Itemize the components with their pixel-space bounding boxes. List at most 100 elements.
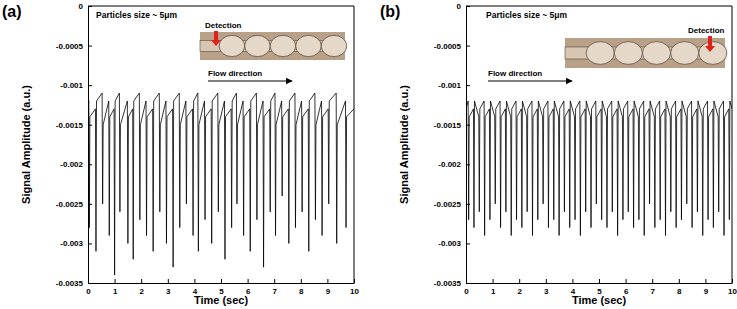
y-tick-label: -0.0035 — [434, 279, 462, 288]
x-tick-label: 0 — [86, 287, 91, 296]
inset-droplet — [296, 35, 322, 56]
y-tick-label: -0.002 — [60, 160, 83, 169]
y-tick: 0 — [79, 2, 92, 11]
x-tick-label: 2 — [517, 287, 522, 296]
annotation: Detection — [688, 26, 725, 35]
inset-droplet — [642, 42, 670, 65]
panel: 0123456789100-0.0005-0.001-0.0015-0.002-… — [380, 2, 737, 306]
y-tick-label: -0.0015 — [434, 121, 462, 130]
x-axis-title: Time (sec) — [194, 294, 249, 306]
y-tick-mark — [466, 164, 470, 165]
x-axis-line — [89, 283, 355, 284]
flow-arrow — [488, 80, 572, 81]
plot-area — [88, 93, 354, 275]
x-tick-mark — [327, 279, 328, 283]
x-tick-label: 9 — [704, 287, 709, 296]
y-tick-label: -0.0035 — [56, 279, 84, 288]
y-tick-label: -0.001 — [60, 81, 83, 90]
y-tick: 0 — [457, 2, 470, 11]
y-tick-label: -0.001 — [438, 81, 461, 90]
x-tick-label: 7 — [650, 287, 655, 296]
x-tick-label: 1 — [491, 287, 496, 296]
y-tick-mark — [88, 204, 92, 205]
x-tick-mark — [493, 279, 494, 283]
inset-droplet — [586, 42, 614, 65]
annotation: Flow direction — [208, 69, 262, 78]
x-tick: 7 — [272, 279, 277, 296]
x-tick: 3 — [166, 279, 171, 296]
annotation: Particles size ~ 5μm — [486, 10, 567, 20]
x-tick: 2 — [517, 279, 522, 296]
detection-arrow — [705, 36, 715, 52]
y-tick-mark — [466, 283, 470, 284]
y-tick-label: -0.0005 — [434, 42, 462, 51]
inset-image — [565, 36, 727, 68]
annotation: Particles size ~ 5μm — [96, 10, 177, 20]
x-tick: 10 — [728, 279, 737, 296]
y-tick-label: 0 — [457, 2, 462, 11]
y-axis-line — [466, 7, 467, 284]
y-tick: -0.003 — [438, 239, 470, 248]
detection-arrow — [211, 31, 221, 46]
x-tick-label: 7 — [272, 287, 277, 296]
y-tick-mark — [466, 6, 470, 7]
x-tick: 2 — [139, 279, 144, 296]
x-tick-label: 0 — [464, 287, 469, 296]
x-tick-mark — [679, 279, 680, 283]
plot-area — [466, 101, 732, 236]
y-tick: -0.0015 — [56, 121, 92, 130]
x-tick-label: 3 — [166, 287, 171, 296]
x-tick-label: 10 — [350, 287, 359, 296]
inset-droplet — [270, 35, 296, 56]
x-tick: 1 — [113, 279, 118, 296]
frame — [466, 6, 732, 7]
y-axis: 0-0.0005-0.001-0.0015-0.002-0.0025-0.003… — [434, 2, 470, 288]
y-tick-mark — [88, 283, 92, 284]
x-tick-mark — [572, 279, 573, 283]
y-tick-label: -0.0015 — [56, 121, 84, 130]
y-tick: -0.001 — [60, 81, 92, 90]
x-tick-label: 2 — [139, 287, 144, 296]
y-tick: -0.001 — [438, 81, 470, 90]
flow-arrow — [208, 80, 292, 81]
y-tick-mark — [466, 204, 470, 205]
x-tick: 9 — [704, 279, 709, 296]
x-tick-label: 9 — [326, 287, 331, 296]
frame — [732, 6, 733, 283]
x-tick-mark — [546, 279, 547, 283]
y-tick: -0.0035 — [56, 279, 92, 288]
frame — [88, 6, 354, 7]
y-tick-mark — [88, 164, 92, 165]
y-tick: -0.0005 — [56, 42, 92, 51]
inset-droplet — [614, 42, 642, 65]
x-tick: 8 — [299, 279, 304, 296]
y-tick: -0.003 — [60, 239, 92, 248]
x-tick-label: 1 — [113, 287, 118, 296]
x-tick-mark — [705, 279, 706, 283]
x-tick-mark — [194, 279, 195, 283]
x-tick-mark — [626, 279, 627, 283]
y-tick-mark — [88, 125, 92, 126]
y-tick: -0.0005 — [434, 42, 470, 51]
x-tick: 9 — [326, 279, 331, 296]
y-tick-label: -0.0025 — [56, 200, 84, 209]
y-tick-label: -0.003 — [438, 239, 461, 248]
panel-label: (b) — [380, 3, 400, 20]
x-tick-mark — [141, 279, 142, 283]
y-axis-line — [88, 7, 89, 284]
x-tick-mark — [168, 279, 169, 283]
panel: 0123456789100-0.0005-0.001-0.0015-0.002-… — [2, 2, 359, 306]
x-tick-mark — [652, 279, 653, 283]
y-tick: -0.002 — [60, 160, 92, 169]
y-tick-mark — [466, 125, 470, 126]
signal-line — [466, 101, 732, 236]
x-tick-mark — [732, 279, 733, 283]
x-tick: 8 — [677, 279, 682, 296]
y-tick-label: -0.003 — [60, 239, 83, 248]
x-tick-label: 10 — [728, 287, 737, 296]
y-tick-mark — [466, 85, 470, 86]
y-axis: 0 -0.0005 -0.001 -0.0015 -0.002 -0.0025 -0.003… — [56, 2, 92, 288]
inset-droplet — [321, 35, 347, 56]
x-tick-mark — [519, 279, 520, 283]
panel-label: (a) — [2, 3, 22, 20]
